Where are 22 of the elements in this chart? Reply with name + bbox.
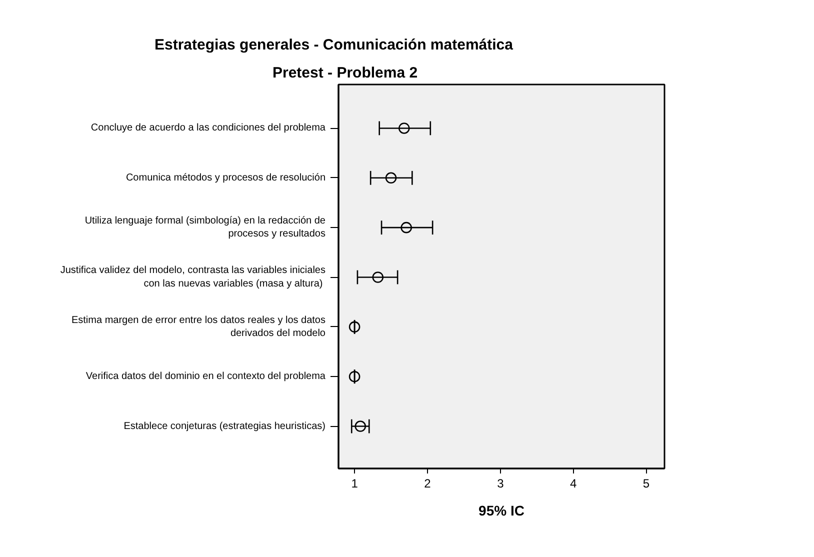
x-tick-label: 2 (424, 476, 432, 490)
point (354, 420, 366, 432)
y-tick-label: Estima margen de error entre los datos reales y los datos derivados del modelo (71, 314, 326, 340)
point (348, 370, 360, 382)
y-tick-label: Verifica datos del dominio en el contexto del problema (86, 371, 326, 382)
chart-subtitle: Pretest - Problema 2 (272, 64, 418, 82)
x-tick-label: 3 (497, 476, 504, 490)
y-tick-label: Utiliza lenguaje formal (simbología) en la redacción de procesos y resultados (84, 215, 326, 240)
point (348, 321, 360, 333)
y-tick-label: Concluye de acuerdo a las condiciones del problema (90, 122, 326, 134)
point (398, 122, 410, 134)
chart-title: Estrategias generales - Comunicación matemática (154, 36, 514, 54)
x-tick-label: 1 (351, 476, 358, 490)
y-tick-label: Establece conjeturas (estrategias heuristicas) (124, 420, 326, 432)
y-tick-label: Justifica validez del modelo, contrasta las variables iniciales con las nuevas variables (masa y altura) (60, 265, 326, 290)
y-tick-label: Comunica métodos y procesos de resolución (126, 172, 326, 184)
point (400, 222, 412, 234)
x-axis-title: 95% IC (478, 502, 524, 518)
x-tick-label: 5 (642, 476, 650, 490)
point (372, 272, 384, 283)
x-tick-label: 4 (570, 476, 577, 490)
point (385, 172, 397, 184)
